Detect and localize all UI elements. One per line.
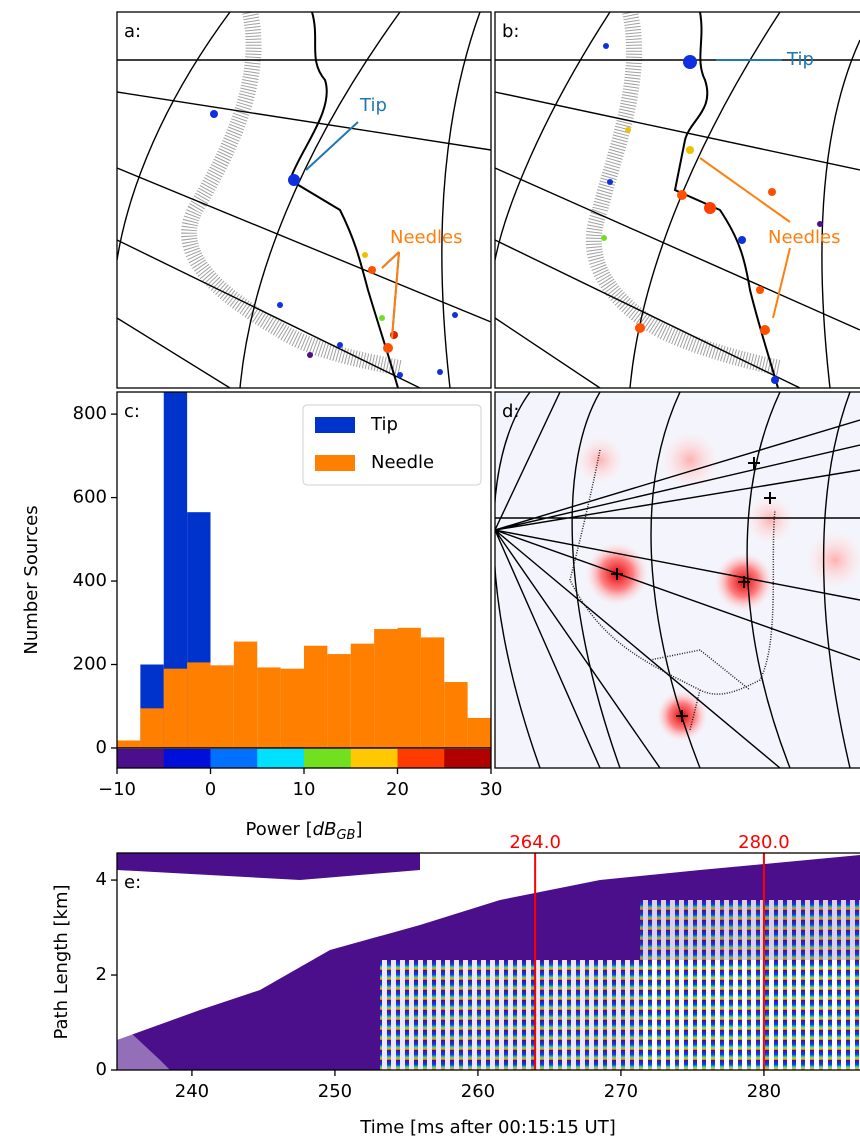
x-axis-label-close: ] bbox=[355, 819, 362, 840]
panel-a: a: Tip Needles bbox=[116, 11, 492, 389]
y-tick-label: 0 bbox=[96, 737, 107, 758]
frame bbox=[494, 11, 860, 389]
y-axis-label: Number Sources bbox=[21, 505, 42, 654]
x-tick-label: 20 bbox=[386, 779, 409, 800]
x-tick-label: 0 bbox=[205, 779, 216, 800]
y-tick-label: 4 bbox=[96, 869, 107, 890]
bar bbox=[374, 629, 398, 748]
sources bbox=[569, 449, 776, 731]
panel-label: c: bbox=[124, 401, 140, 422]
arrow bbox=[699, 157, 791, 319]
y-tick-label: 400 bbox=[73, 570, 107, 591]
x-tick-label: 280 bbox=[747, 1081, 781, 1102]
x-axis-label: Power [dBGB] bbox=[246, 819, 363, 843]
sources bbox=[210, 110, 458, 378]
frame bbox=[116, 852, 860, 1071]
frame bbox=[116, 11, 492, 389]
marker-label: 264.0 bbox=[509, 832, 561, 853]
panel-e: e: Path Length [km] Time [ms after 00:15… bbox=[51, 832, 860, 1138]
bar bbox=[257, 667, 281, 748]
bar bbox=[210, 665, 234, 748]
plot-area bbox=[117, 853, 860, 1070]
colorbar-cell bbox=[117, 748, 165, 768]
x-axis-label-subscript: GB bbox=[336, 828, 355, 843]
arrow bbox=[381, 251, 400, 339]
y-tick-label: 200 bbox=[73, 654, 107, 675]
bar bbox=[327, 654, 351, 748]
x-axis-label-unit: dB bbox=[313, 819, 337, 840]
bar bbox=[350, 643, 375, 748]
y-tick-label: 800 bbox=[73, 403, 107, 424]
y-tick-label: 2 bbox=[96, 964, 107, 985]
colorbar-cell bbox=[350, 748, 398, 768]
x-tick-label: 10 bbox=[293, 779, 316, 800]
annotation: Tip bbox=[359, 95, 387, 116]
panel-label: d: bbox=[502, 401, 520, 422]
marker-label: 280.0 bbox=[738, 832, 790, 853]
bar bbox=[117, 740, 141, 748]
map-a bbox=[117, 12, 491, 388]
frame bbox=[494, 391, 860, 769]
colorbar-cell bbox=[444, 748, 491, 768]
bar bbox=[420, 637, 445, 748]
panel-label: e: bbox=[124, 872, 141, 893]
y-axis-label: Path Length [km] bbox=[51, 884, 72, 1039]
legend-swatch bbox=[315, 455, 355, 471]
grid bbox=[495, 12, 860, 388]
colorbar-cell bbox=[304, 748, 352, 768]
annotation: Tip bbox=[786, 49, 814, 70]
panel-c: c: Number Sources Power [dBGB] −10 0 10 20 3… bbox=[21, 391, 503, 843]
legend-label: Needle bbox=[371, 452, 434, 473]
colorbar-cell bbox=[210, 748, 258, 768]
grid bbox=[495, 392, 860, 768]
bar bbox=[187, 662, 211, 748]
bar bbox=[280, 668, 304, 748]
cross bbox=[611, 457, 776, 722]
panel-label: b: bbox=[502, 21, 520, 42]
y-tick-label: 0 bbox=[96, 1059, 107, 1080]
panel-d: d: bbox=[494, 391, 860, 769]
plot-area bbox=[117, 392, 491, 768]
bar bbox=[163, 668, 188, 748]
x-tick-label: 30 bbox=[480, 779, 503, 800]
arrow bbox=[305, 121, 400, 339]
bar bbox=[140, 708, 164, 748]
legend-label: Tip bbox=[370, 414, 398, 435]
x-tick-label: 250 bbox=[318, 1081, 352, 1102]
x-tick-label: 260 bbox=[461, 1081, 495, 1102]
x-tick-label: 270 bbox=[604, 1081, 638, 1102]
bar bbox=[304, 645, 328, 748]
map-b bbox=[495, 12, 860, 388]
colorbar-cell bbox=[397, 748, 445, 768]
x-tick-label: 240 bbox=[175, 1081, 209, 1102]
image-d bbox=[495, 392, 860, 768]
y-tick-label: 600 bbox=[73, 487, 107, 508]
bar bbox=[233, 641, 258, 748]
annotation: Needles bbox=[390, 227, 463, 248]
sources bbox=[601, 43, 823, 384]
spray bbox=[181, 12, 402, 376]
panel-b: b: Tip Needles bbox=[494, 11, 860, 389]
colorbar-cell bbox=[163, 748, 211, 768]
x-axis-label-text: Power [ bbox=[246, 819, 313, 840]
bar bbox=[444, 682, 468, 748]
grid bbox=[117, 12, 491, 388]
annotation: Needles bbox=[768, 227, 841, 248]
colorbar-cell bbox=[257, 748, 305, 768]
x-tick-label: −10 bbox=[98, 779, 136, 800]
bar bbox=[467, 717, 491, 748]
x-axis-label: Time [ms after 00:15:15 UT] bbox=[359, 1117, 616, 1138]
bar bbox=[397, 627, 421, 748]
bar bbox=[163, 392, 188, 748]
panel-label: a: bbox=[124, 21, 141, 42]
channel bbox=[288, 12, 399, 388]
legend-swatch bbox=[315, 417, 355, 433]
